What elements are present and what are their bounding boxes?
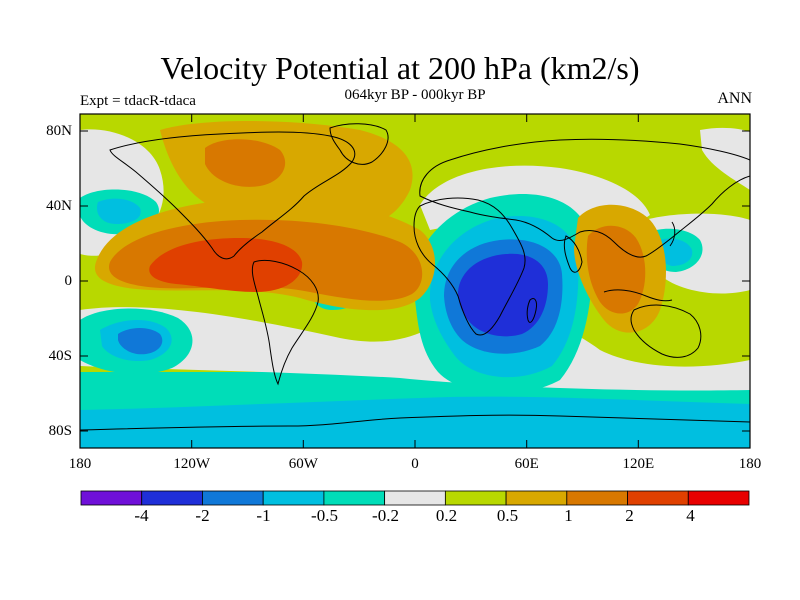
colorbar-label: 1 xyxy=(564,506,573,525)
season-label: ANN xyxy=(717,90,752,107)
colorbar-swatch xyxy=(505,490,568,506)
lon-label-0: 0 xyxy=(411,456,419,472)
lat-label-40s: 40S xyxy=(48,348,72,364)
coastlines xyxy=(80,123,750,431)
colorbar-swatch xyxy=(444,490,507,506)
lon-ticks xyxy=(191,114,639,448)
field-npac-core xyxy=(96,198,141,224)
colorbar xyxy=(80,490,750,506)
antarctica-outline xyxy=(80,414,750,431)
map-subtitle: 064kyr BP - 000kyr BP xyxy=(344,87,486,103)
colorbar-swatch xyxy=(323,490,386,506)
colorbar-label: 4 xyxy=(686,506,695,525)
lat-label-40n: 40N xyxy=(46,198,72,214)
north-america-outline xyxy=(109,131,356,260)
field-negative-core xyxy=(458,253,548,337)
colorbar-label: -1 xyxy=(256,506,271,525)
colorbar-swatch xyxy=(141,490,203,506)
lon-label-120w: 120W xyxy=(173,456,211,472)
colorbar-swatch xyxy=(262,490,325,506)
lon-label-60w: 60W xyxy=(288,456,318,472)
field-positive-north-core xyxy=(205,139,286,187)
colorbar-label: -0.5 xyxy=(311,506,338,525)
lon-label-60e: 60E xyxy=(514,456,539,472)
colorbar-swatch xyxy=(687,490,750,506)
lat-ticks xyxy=(80,130,750,432)
colorbar-label: -0.2 xyxy=(372,506,399,525)
field-grey-ne xyxy=(700,127,750,190)
colorbar-label: 0.2 xyxy=(435,506,458,525)
colorbar-swatch xyxy=(566,490,628,506)
lat-label-80n: 80N xyxy=(46,123,72,139)
colorbar-label: 2 xyxy=(625,506,634,525)
colorbar-label: -2 xyxy=(195,506,210,525)
colorbar-swatch xyxy=(80,490,143,506)
lon-label-180e: 180 xyxy=(738,456,762,472)
south-america-outline xyxy=(251,259,319,386)
field-wpac-core xyxy=(658,238,693,266)
colorbar-swatch xyxy=(384,490,446,506)
field-southern-cyan xyxy=(80,396,750,448)
lat-label-80s: 80S xyxy=(48,423,72,439)
map-title: Velocity Potential at 200 hPa (km2/s) xyxy=(160,50,640,86)
velocity-potential-field xyxy=(80,114,750,448)
indonesia-outline xyxy=(603,289,673,302)
field-spac-core xyxy=(118,328,163,355)
colorbar-label: 0.5 xyxy=(496,506,519,525)
colorbar-swatch xyxy=(202,490,264,506)
colorbar-swatch xyxy=(627,490,689,506)
india-outline xyxy=(563,235,583,273)
lon-label-120e: 120E xyxy=(622,456,655,472)
field-grey-south xyxy=(80,307,750,391)
madagascar-outline xyxy=(526,297,537,323)
australia-outline xyxy=(630,304,702,358)
lat-label-eq: 0 xyxy=(64,273,73,289)
greenland-outline xyxy=(329,123,389,165)
colorbar-label: -4 xyxy=(134,506,149,525)
japan-outline xyxy=(669,221,676,247)
experiment-label: Expt = tdacR-tdaca xyxy=(80,93,196,109)
lon-label-180w: 180 xyxy=(68,456,92,472)
field-positive-core xyxy=(149,238,303,292)
africa-outline xyxy=(413,197,526,336)
